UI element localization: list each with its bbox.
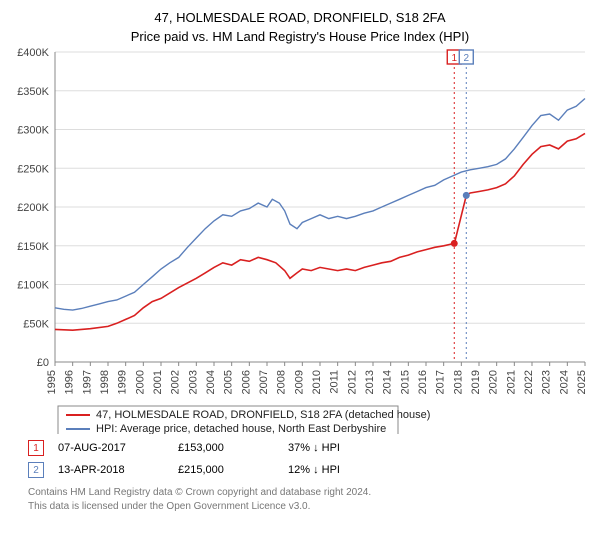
svg-text:2008: 2008 xyxy=(276,370,288,394)
svg-text:2013: 2013 xyxy=(364,370,376,394)
svg-text:2001: 2001 xyxy=(152,370,164,394)
svg-text:2024: 2024 xyxy=(558,370,570,394)
svg-text:£150K: £150K xyxy=(17,241,49,253)
svg-text:2015: 2015 xyxy=(399,370,411,394)
svg-text:2000: 2000 xyxy=(134,370,146,394)
svg-text:2016: 2016 xyxy=(417,370,429,394)
svg-text:2011: 2011 xyxy=(329,370,341,394)
svg-text:47, HOLMESDALE ROAD, DRONFIELD: 47, HOLMESDALE ROAD, DRONFIELD, S18 2FA … xyxy=(96,409,430,421)
svg-text:2004: 2004 xyxy=(205,370,217,394)
svg-text:2007: 2007 xyxy=(258,370,270,394)
svg-text:£0: £0 xyxy=(37,357,49,369)
footer-line-2: This data is licensed under the Open Gov… xyxy=(28,501,310,512)
svg-text:2009: 2009 xyxy=(293,370,305,394)
svg-text:2023: 2023 xyxy=(541,370,553,394)
sale-date: 07-AUG-2017 xyxy=(58,442,178,454)
svg-text:2012: 2012 xyxy=(346,370,358,394)
sale-badge: 1 xyxy=(28,440,44,456)
svg-text:£350K: £350K xyxy=(17,86,49,98)
svg-text:£250K: £250K xyxy=(17,163,49,175)
svg-text:2002: 2002 xyxy=(170,370,182,394)
svg-text:2017: 2017 xyxy=(435,370,447,394)
sale-date: 13-APR-2018 xyxy=(58,464,178,476)
svg-text:2020: 2020 xyxy=(488,370,500,394)
svg-text:£300K: £300K xyxy=(17,125,49,137)
svg-text:2003: 2003 xyxy=(187,370,199,394)
svg-text:2006: 2006 xyxy=(240,370,252,394)
svg-text:£100K: £100K xyxy=(17,280,49,292)
svg-text:1999: 1999 xyxy=(117,370,129,394)
svg-text:2025: 2025 xyxy=(576,370,588,394)
svg-text:2018: 2018 xyxy=(452,370,464,394)
svg-text:£50K: £50K xyxy=(23,318,49,330)
svg-text:1995: 1995 xyxy=(46,370,58,394)
sale-price: £215,000 xyxy=(178,464,288,476)
sale-pct: 12% ↓ HPI xyxy=(288,464,438,476)
svg-text:2014: 2014 xyxy=(382,370,394,394)
svg-text:HPI: Average price, detached h: HPI: Average price, detached house, Nort… xyxy=(96,423,386,434)
sale-price: £153,000 xyxy=(178,442,288,454)
sale-badge: 2 xyxy=(28,462,44,478)
svg-text:1998: 1998 xyxy=(99,370,111,394)
svg-text:1996: 1996 xyxy=(64,370,76,394)
svg-text:2010: 2010 xyxy=(311,370,323,394)
svg-text:2019: 2019 xyxy=(470,370,482,394)
svg-text:2: 2 xyxy=(463,53,469,64)
svg-text:£400K: £400K xyxy=(17,47,49,59)
footer-line-1: Contains HM Land Registry data © Crown c… xyxy=(28,487,371,498)
svg-text:2005: 2005 xyxy=(223,370,235,394)
svg-text:2022: 2022 xyxy=(523,370,535,394)
price-chart: £0 £50K £100K £150K £200K £250K £300K £350K £400… xyxy=(0,44,600,434)
sale-pct: 37% ↓ HPI xyxy=(288,442,438,454)
footer-text: Contains HM Land Registry data © Crown c… xyxy=(0,486,600,513)
svg-text:1: 1 xyxy=(451,53,457,64)
svg-text:£200K: £200K xyxy=(17,202,49,214)
chart-title-2: Price paid vs. HM Land Registry's House … xyxy=(0,25,600,44)
svg-text:1997: 1997 xyxy=(81,370,93,394)
sale-row: 1 07-AUG-2017£153,00037% ↓ HPI xyxy=(0,440,600,456)
chart-title-1: 47, HOLMESDALE ROAD, DRONFIELD, S18 2FA xyxy=(0,0,600,25)
sales-list: 1 07-AUG-2017£153,00037% ↓ HPI 2 13-APR-201… xyxy=(0,440,600,478)
svg-text:2021: 2021 xyxy=(505,370,517,394)
sale-row: 2 13-APR-2018£215,00012% ↓ HPI xyxy=(0,462,600,478)
